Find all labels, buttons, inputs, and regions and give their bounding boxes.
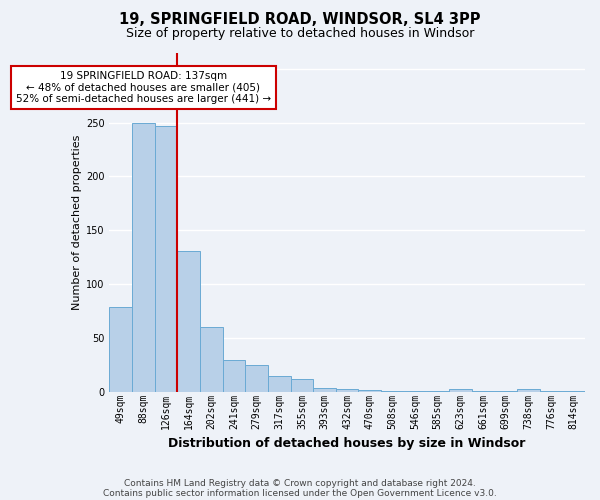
Bar	[290, 379, 313, 392]
Bar	[245, 365, 268, 392]
Text: Contains HM Land Registry data © Crown copyright and database right 2024.: Contains HM Land Registry data © Crown c…	[124, 478, 476, 488]
Bar	[427, 391, 449, 392]
Bar	[472, 391, 494, 392]
Bar	[109, 307, 132, 392]
Bar	[404, 391, 427, 392]
Bar	[132, 122, 155, 392]
Bar	[358, 390, 381, 392]
Text: 19, SPRINGFIELD ROAD, WINDSOR, SL4 3PP: 19, SPRINGFIELD ROAD, WINDSOR, SL4 3PP	[119, 12, 481, 28]
Bar	[336, 389, 358, 392]
Bar	[177, 251, 200, 392]
Bar	[494, 391, 517, 392]
Bar	[223, 360, 245, 392]
Text: 19 SPRINGFIELD ROAD: 137sqm
← 48% of detached houses are smaller (405)
52% of se: 19 SPRINGFIELD ROAD: 137sqm ← 48% of det…	[16, 71, 271, 104]
Text: Size of property relative to detached houses in Windsor: Size of property relative to detached ho…	[126, 28, 474, 40]
Text: Contains public sector information licensed under the Open Government Licence v3: Contains public sector information licen…	[103, 488, 497, 498]
Bar	[449, 389, 472, 392]
Bar	[155, 126, 177, 392]
Bar	[313, 388, 336, 392]
Bar	[539, 391, 562, 392]
Bar	[381, 391, 404, 392]
Y-axis label: Number of detached properties: Number of detached properties	[71, 134, 82, 310]
Bar	[517, 389, 539, 392]
Bar	[562, 391, 585, 392]
X-axis label: Distribution of detached houses by size in Windsor: Distribution of detached houses by size …	[169, 437, 526, 450]
Bar	[200, 328, 223, 392]
Bar	[268, 376, 290, 392]
